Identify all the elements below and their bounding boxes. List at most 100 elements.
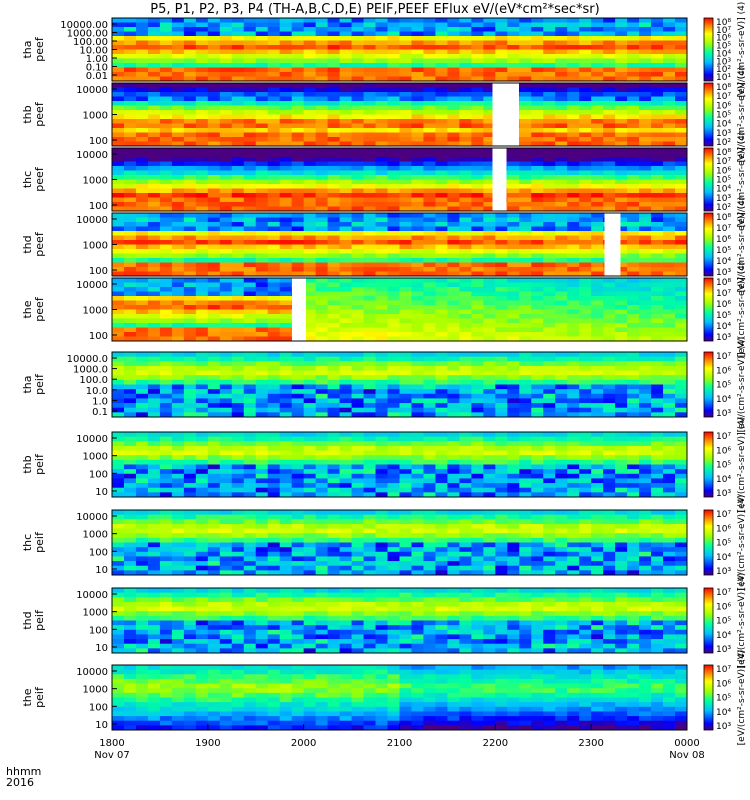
heatmap-cell bbox=[159, 519, 173, 525]
heatmap-cell bbox=[279, 137, 293, 142]
heatmap-cell bbox=[159, 27, 173, 32]
heatmap-cell bbox=[579, 202, 592, 207]
heatmap-cell bbox=[135, 332, 149, 337]
heatmap-cell bbox=[615, 49, 628, 55]
heatmap-cell bbox=[591, 459, 604, 465]
heatmap-cell bbox=[112, 533, 125, 539]
panel-label-line1: the bbox=[21, 300, 34, 318]
heatmap-cell bbox=[459, 49, 472, 55]
heatmap-cell bbox=[387, 105, 400, 111]
heatmap-cell bbox=[387, 287, 400, 292]
heatmap-cell bbox=[147, 375, 161, 381]
heatmap-cell bbox=[123, 49, 137, 55]
heatmap-cell bbox=[459, 101, 472, 106]
heatmap-cell bbox=[423, 459, 436, 465]
heatmap-cell bbox=[627, 197, 640, 203]
heatmap-cell bbox=[135, 445, 149, 451]
heatmap-cell bbox=[639, 175, 652, 180]
heatmap-cell bbox=[639, 206, 652, 212]
heatmap-cell bbox=[423, 119, 436, 124]
heatmap-cell bbox=[351, 152, 364, 158]
heatmap-cell bbox=[159, 54, 173, 59]
heatmap-cell bbox=[267, 473, 281, 479]
heatmap-cell bbox=[651, 375, 664, 381]
heatmap-cell bbox=[243, 244, 257, 250]
heatmap-cell bbox=[603, 393, 616, 399]
heatmap-cell bbox=[147, 222, 161, 227]
heatmap-cell bbox=[135, 45, 149, 50]
data-gap bbox=[492, 83, 519, 146]
heatmap-cell bbox=[555, 459, 568, 465]
heatmap-cell bbox=[123, 478, 137, 484]
heatmap-cell bbox=[483, 119, 496, 124]
heatmap-cell bbox=[339, 487, 352, 493]
heatmap-cell bbox=[135, 18, 149, 23]
heatmap-cell bbox=[603, 305, 616, 310]
heatmap-cell bbox=[519, 365, 532, 371]
heatmap-cell bbox=[135, 110, 149, 115]
heatmap-cell bbox=[183, 166, 197, 171]
heatmap-cell bbox=[651, 262, 664, 268]
heatmap-cell bbox=[411, 36, 424, 41]
heatmap-cell bbox=[603, 49, 616, 55]
heatmap-cell bbox=[112, 379, 125, 385]
heatmap-cell bbox=[147, 483, 161, 489]
heatmap-cell bbox=[123, 278, 137, 283]
heatmap-cell bbox=[471, 83, 484, 88]
heatmap-cell bbox=[303, 432, 317, 438]
heatmap-cell bbox=[675, 217, 688, 223]
heatmap-cell bbox=[627, 213, 640, 218]
heatmap-cell bbox=[471, 87, 484, 93]
heatmap-cell bbox=[627, 361, 640, 367]
heatmap-cell bbox=[315, 412, 329, 418]
heatmap-cell bbox=[183, 445, 197, 451]
heatmap-cell bbox=[303, 231, 317, 236]
heatmap-cell bbox=[519, 240, 532, 245]
heatmap-cell bbox=[195, 519, 209, 525]
heatmap-cell bbox=[675, 464, 688, 470]
heatmap-cell bbox=[279, 309, 293, 315]
heatmap-cell bbox=[112, 27, 125, 32]
heatmap-cell bbox=[135, 282, 149, 288]
heatmap-cell bbox=[471, 327, 484, 333]
heatmap-cell bbox=[291, 166, 305, 171]
heatmap-cell bbox=[495, 305, 508, 310]
heatmap-cell bbox=[663, 40, 676, 46]
heatmap-cell bbox=[411, 455, 424, 461]
heatmap-cell bbox=[507, 18, 520, 23]
heatmap-cell bbox=[315, 222, 329, 227]
heatmap-cell bbox=[183, 309, 197, 315]
heatmap-cell bbox=[207, 132, 221, 138]
heatmap-cell bbox=[447, 22, 460, 28]
heatmap-cell bbox=[651, 18, 664, 23]
heatmap-cell bbox=[615, 54, 628, 59]
heatmap-cell bbox=[615, 398, 628, 404]
heatmap-cell bbox=[651, 483, 664, 489]
heatmap-cell bbox=[147, 510, 161, 516]
heatmap-cell bbox=[375, 240, 388, 245]
heatmap-cell bbox=[663, 184, 676, 189]
heatmap-cell bbox=[615, 469, 628, 475]
heatmap-cell bbox=[303, 87, 317, 93]
heatmap-cell bbox=[147, 570, 161, 576]
heatmap-cell bbox=[291, 450, 305, 456]
heatmap-cell bbox=[483, 384, 496, 390]
heatmap-cell bbox=[303, 327, 317, 333]
heatmap-cell bbox=[291, 483, 305, 489]
heatmap-cell bbox=[267, 141, 281, 147]
heatmap-cell bbox=[147, 393, 161, 399]
heatmap-cell bbox=[507, 305, 520, 310]
heatmap-cell bbox=[171, 318, 185, 324]
heatmap-cell bbox=[447, 197, 460, 203]
heatmap-cell bbox=[315, 96, 329, 102]
heatmap-cell bbox=[411, 18, 424, 23]
heatmap-cell bbox=[435, 213, 448, 218]
heatmap-cell bbox=[147, 18, 161, 23]
heatmap-cell bbox=[567, 148, 580, 153]
heatmap-cell bbox=[207, 473, 221, 479]
heatmap-cell bbox=[435, 492, 448, 498]
heatmap-cell bbox=[591, 389, 604, 395]
heatmap-cell bbox=[387, 336, 400, 342]
